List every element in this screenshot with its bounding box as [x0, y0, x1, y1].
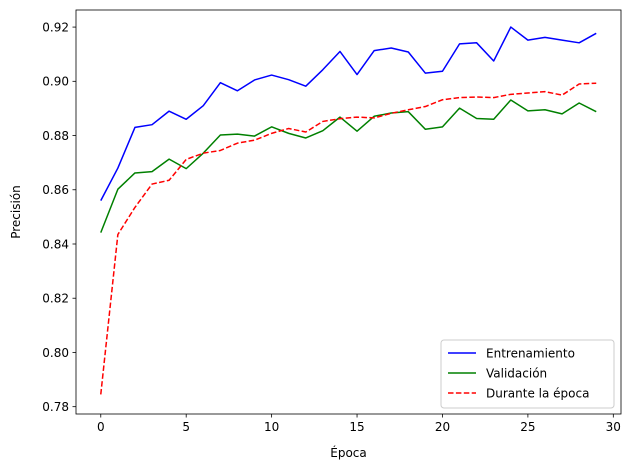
- series-line-3: [100, 82, 597, 395]
- legend: Entrenamiento Validación Durante la época: [440, 339, 615, 409]
- legend-label-3: Durante la época: [486, 386, 589, 400]
- y-tick-label: 0.80: [42, 346, 69, 360]
- x-tick-label: 15: [349, 420, 364, 434]
- axes-frame: [75, 9, 622, 415]
- y-tick-label: 0.90: [42, 75, 69, 89]
- x-tick-label: 5: [182, 420, 190, 434]
- legend-label-1: Entrenamiento: [486, 346, 575, 360]
- x-axis-label: Época: [330, 445, 367, 460]
- x-tick-label: 10: [264, 420, 279, 434]
- series-line-2: [100, 99, 597, 233]
- y-tick-label: 0.88: [42, 129, 69, 143]
- x-tick-label: 20: [435, 420, 450, 434]
- axes: 0 5 10 15 20 25 30 0.78 0.80 0.82 0.84 0.86 0.88 0.90…: [42, 9, 622, 434]
- plot-area: [100, 26, 597, 395]
- y-axis-label: Precisión: [9, 185, 23, 239]
- x-tick-label: 0: [97, 420, 105, 434]
- legend-box: [440, 339, 615, 409]
- y-tick-label: 0.78: [42, 400, 69, 414]
- y-tick-label: 0.86: [42, 183, 69, 197]
- y-tick-label: 0.84: [42, 237, 69, 251]
- x-tick-label: 25: [520, 420, 535, 434]
- x-tick-label: 30: [606, 420, 621, 434]
- legend-label-2: Validación: [486, 366, 547, 380]
- y-tick-label: 0.92: [42, 20, 69, 34]
- y-tick-label: 0.82: [42, 292, 69, 306]
- series-line-1: [100, 26, 597, 201]
